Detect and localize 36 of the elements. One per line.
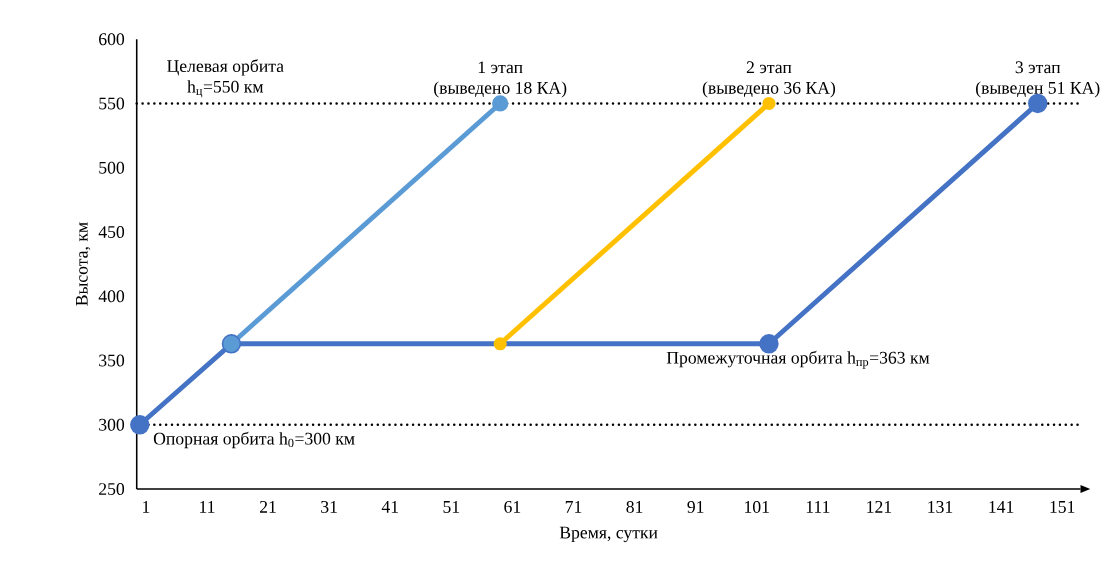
annotation: 3 этап bbox=[1015, 61, 1061, 73]
y-tick-label: 600 bbox=[99, 33, 125, 45]
y-tick-label: 400 bbox=[98, 290, 125, 302]
y-tick-label: 450 bbox=[98, 225, 125, 238]
x-axis-title: Время, сутки bbox=[559, 526, 658, 542]
annotation: Опорная орбита h$_{0}$=300 км bbox=[153, 431, 355, 448]
y-axis-title: Высота, км bbox=[75, 222, 91, 306]
y-tick-label: 500 bbox=[99, 161, 125, 174]
x-tick-label: 21 bbox=[260, 500, 276, 513]
x-tick-label: 31 bbox=[321, 500, 337, 513]
y-tick-label: 300 bbox=[99, 418, 125, 431]
annotation: (выведено 18 КА) bbox=[434, 81, 567, 98]
y-tick-label: 250 bbox=[99, 482, 125, 495]
x-tick-label: 1 bbox=[143, 500, 150, 513]
x-tick-label: 131 bbox=[928, 500, 953, 513]
annotation: (выведено 36 КА) bbox=[702, 81, 836, 98]
y-tick-label: 550 bbox=[99, 97, 125, 110]
x-tick-label: 61 bbox=[504, 500, 521, 513]
x-tick-label: 121 bbox=[867, 500, 892, 513]
annotation: Целевая орбита bbox=[167, 59, 284, 76]
x-tick-label: 41 bbox=[381, 500, 398, 513]
x-tick-label: 151 bbox=[1050, 500, 1075, 513]
y-tick-label: 350 bbox=[99, 354, 125, 367]
annotation: 2 этап bbox=[746, 61, 792, 73]
x-tick-label: 101 bbox=[745, 500, 769, 513]
annotation: 1 этап bbox=[478, 61, 523, 73]
x-tick-label: 111 bbox=[806, 500, 830, 513]
x-tick-label: 11 bbox=[200, 500, 215, 513]
x-tick-label: 141 bbox=[989, 500, 1014, 513]
x-tick-label: 91 bbox=[687, 500, 704, 513]
annotation: (выведен 51 КА) bbox=[976, 81, 1100, 98]
annotation: h$_{ц}$=550 км bbox=[187, 79, 264, 98]
x-tick-label: 51 bbox=[443, 500, 460, 513]
x-tick-label: 71 bbox=[565, 500, 582, 513]
annotation: Промежуточная орбита h$_{пр}$=363 км bbox=[666, 350, 930, 369]
x-tick-label: 81 bbox=[626, 500, 643, 513]
